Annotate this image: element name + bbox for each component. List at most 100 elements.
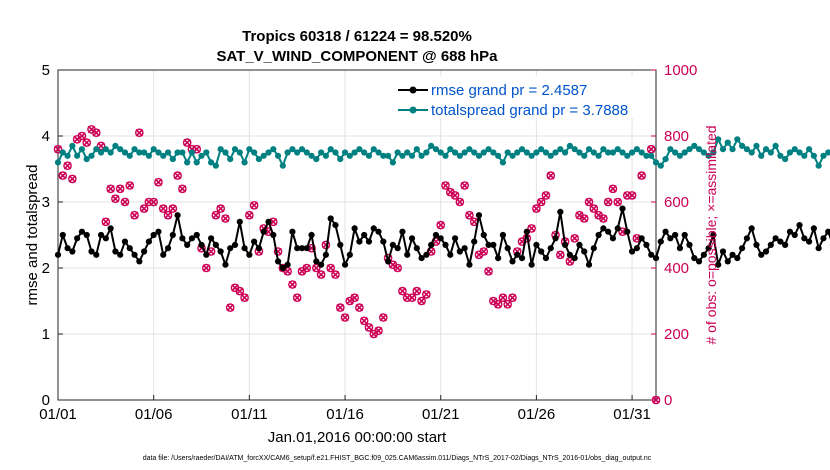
totalspread-point: [633, 146, 640, 153]
totalspread-point: [284, 149, 291, 156]
rmse-point: [782, 241, 789, 248]
totalspread-point: [739, 142, 746, 149]
totalspread-point: [274, 152, 282, 159]
obs-assimilated-point: [609, 185, 617, 193]
rmse-point: [423, 251, 430, 258]
rmse-point: [155, 228, 162, 235]
totalspread-point: [179, 149, 186, 156]
obs-possible-point: [292, 293, 302, 303]
rmse-point: [394, 245, 401, 252]
obs-assimilated-point: [360, 317, 368, 325]
rmse-point: [624, 228, 631, 235]
totalspread-point: [600, 146, 607, 153]
obs-assimilated-point: [130, 211, 139, 219]
rmse-point: [705, 245, 712, 252]
obs-possible-point: [335, 303, 345, 312]
totalspread-point: [174, 149, 181, 156]
rmse-point: [413, 245, 420, 252]
obs-assimilated-point: [570, 234, 579, 243]
rmse-point: [78, 228, 86, 235]
totalspread-point: [361, 149, 368, 156]
obs-possible-point: [484, 266, 493, 276]
obs-possible-point: [125, 181, 135, 190]
obs-assimilated-point: [183, 138, 191, 147]
rmse-point: [571, 255, 578, 262]
obs-assimilated-point: [82, 138, 91, 147]
obs-assimilated-point: [121, 198, 129, 206]
totalspread-point: [241, 159, 248, 166]
rmse-point: [131, 251, 138, 258]
totalspread-point: [394, 149, 401, 156]
rmse-point: [83, 231, 90, 239]
totalspread-point: [384, 152, 392, 159]
rmse-point: [294, 245, 301, 252]
obs-possible-point: [120, 197, 130, 207]
obs-possible-point: [422, 290, 431, 299]
totalspread-point: [466, 146, 473, 153]
obs-assimilated-point: [78, 132, 86, 140]
obs-possible-point: [139, 204, 149, 213]
obs-possible-point: [412, 286, 422, 296]
obs-assimilated-point: [350, 293, 359, 302]
obs-possible-point: [225, 303, 235, 312]
rmse-point: [112, 248, 119, 255]
rmse-point: [585, 261, 593, 268]
rmse-point: [767, 241, 774, 248]
totalspread-point: [83, 156, 90, 163]
totalspread-point: [523, 149, 530, 156]
totalspread-point: [141, 149, 148, 156]
obs-possible-point: [379, 313, 388, 322]
obs-possible-point: [465, 210, 474, 220]
rmse-point: [93, 251, 100, 258]
totalspread-point: [341, 149, 349, 156]
obs-assimilated-point: [413, 287, 421, 295]
totalspread-point: [652, 159, 660, 166]
totalspread-point: [576, 149, 583, 156]
rmse-point: [724, 258, 731, 265]
totalspread-point: [303, 149, 310, 156]
rmse-point: [356, 238, 363, 245]
x-tick-label: 01/11: [231, 406, 267, 423]
rmse-point: [657, 238, 664, 245]
obs-possible-point: [603, 197, 613, 207]
rmse-point: [160, 251, 167, 258]
rmse-point: [753, 241, 760, 248]
rmse-point: [743, 235, 750, 242]
obs-possible-point: [436, 220, 446, 230]
obs-possible-point: [503, 299, 512, 309]
totalspread-point: [74, 152, 81, 159]
obs-possible-point: [460, 181, 469, 190]
obs-assimilated-point: [637, 171, 646, 180]
totalspread-point: [734, 136, 741, 143]
obs-possible-point: [355, 303, 364, 312]
totalspread-point: [667, 146, 674, 153]
obs-possible-point: [532, 204, 541, 213]
rmse-point: [408, 235, 416, 242]
x-tick-label: 01/06: [135, 406, 173, 423]
obs-assimilated-point: [212, 211, 220, 219]
obs-possible-point: [608, 184, 618, 194]
rmse-point: [695, 258, 703, 265]
rmse-point: [346, 251, 353, 258]
obs-assimilated-point: [393, 264, 402, 272]
rmse-point: [88, 248, 95, 255]
totalspread-point: [246, 146, 253, 153]
obs-possible-point: [402, 293, 412, 303]
totalspread-point: [375, 149, 382, 156]
obs-assimilated-point: [245, 211, 254, 219]
obs-possible-point: [82, 138, 92, 147]
totalspread-point: [595, 152, 602, 159]
obs-possible-point: [417, 296, 426, 306]
totalspread-point: [136, 149, 143, 156]
totalspread-point: [97, 149, 105, 156]
totalspread-point: [456, 152, 463, 159]
totalspread-point: [681, 149, 688, 156]
obs-assimilated-point: [633, 234, 641, 243]
rmse-point: [260, 228, 267, 235]
rmse-point: [375, 228, 382, 235]
rmse-point: [447, 251, 454, 258]
totalspread-point: [184, 159, 191, 166]
rmse-point: [810, 225, 817, 232]
totalspread-point: [227, 156, 234, 163]
totalspread-point: [418, 152, 425, 159]
